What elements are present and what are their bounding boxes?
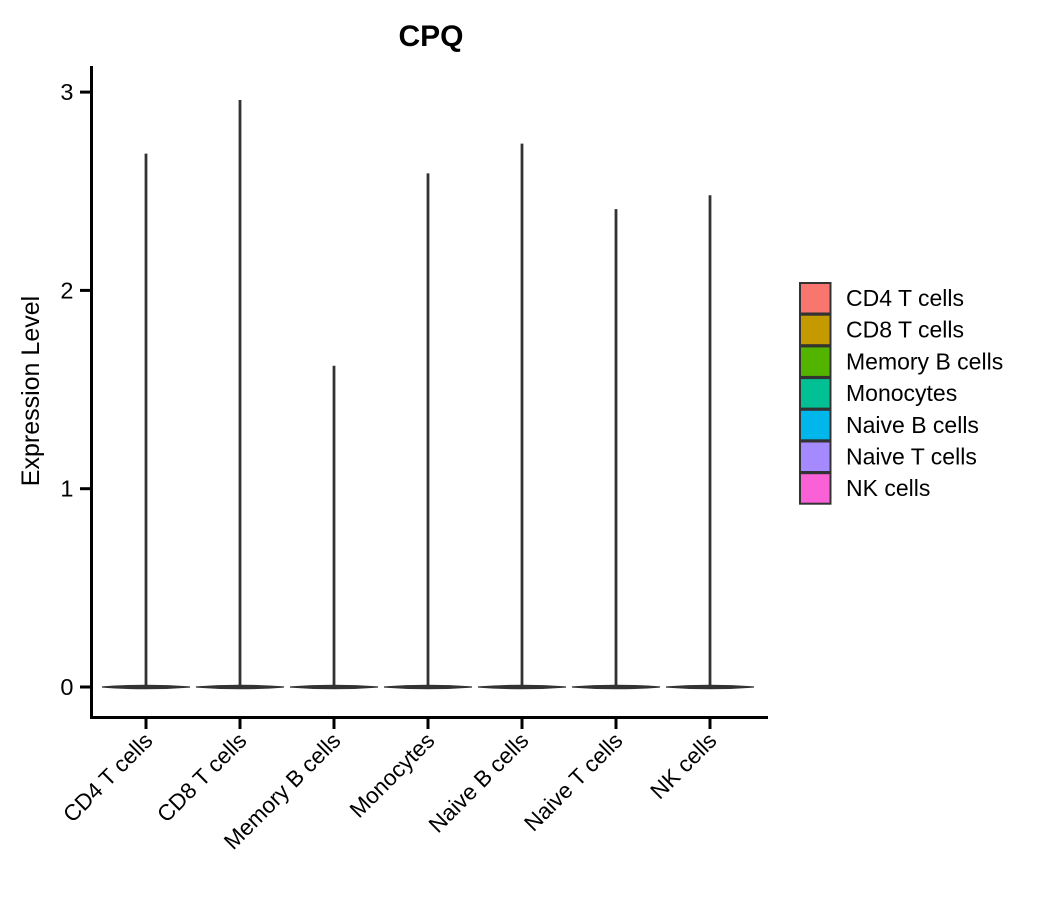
violin-base	[289, 684, 379, 690]
x-tick-label: CD4 T cells	[58, 728, 157, 827]
legend-key	[799, 282, 832, 315]
legend-key	[799, 472, 832, 505]
violin-base	[195, 684, 285, 690]
legend-key	[799, 313, 832, 347]
legend-label: Naive B cells	[846, 412, 979, 438]
violin-base	[665, 684, 755, 690]
legend-key	[799, 440, 832, 473]
legend-label: Memory B cells	[846, 348, 1003, 374]
legend-label: NK cells	[846, 475, 930, 501]
legend-label: CD8 T cells	[846, 317, 964, 343]
legend-key	[799, 377, 832, 410]
x-tick-label: Naive B cells	[424, 728, 534, 838]
legend-label: CD4 T cells	[846, 285, 964, 311]
y-tick-label: 2	[60, 277, 73, 303]
legend-label: Naive T cells	[846, 444, 977, 470]
x-tick-label: Monocytes	[345, 728, 440, 823]
violin-base	[571, 684, 661, 690]
legend-key	[799, 408, 832, 442]
plot-title: CPQ	[398, 20, 464, 53]
violin-base	[383, 684, 473, 690]
x-tick-label: CD8 T cells	[152, 728, 251, 827]
violin-base	[477, 684, 567, 690]
y-tick-label: 3	[60, 79, 73, 105]
violin-base	[101, 684, 191, 690]
x-tick-label: NK cells	[645, 728, 721, 804]
legend-key	[799, 345, 832, 378]
x-tick-label: Naive T cells	[519, 728, 627, 836]
y-tick-label: 0	[60, 674, 73, 700]
legend-label: Monocytes	[846, 380, 957, 406]
y-tick-label: 1	[60, 476, 73, 502]
